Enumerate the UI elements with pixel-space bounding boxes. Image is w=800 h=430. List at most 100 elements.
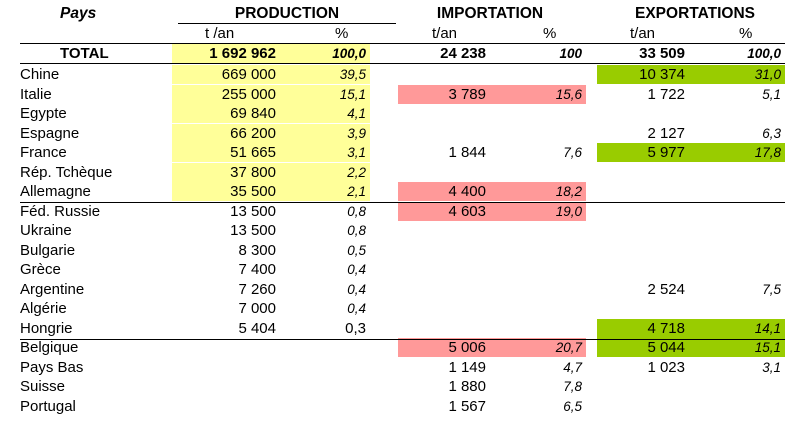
prod-tonnage (172, 338, 280, 357)
total-imp-t: 24 238 (440, 45, 486, 62)
export-tonnage: 10 374 (597, 65, 689, 84)
prod-percent (280, 338, 370, 357)
export-percent: 17,8 (689, 143, 785, 162)
export-tonnage (597, 299, 689, 318)
import-percent (490, 319, 586, 338)
export-percent (689, 241, 785, 260)
export-tonnage: 1 722 (647, 85, 685, 103)
country-name: Pays Bas (20, 358, 84, 376)
import-percent: 18,2 (490, 182, 586, 201)
total-row: TOTAL 1 692 962 100,0 24 238 100 33 509 … (0, 44, 800, 63)
export-tonnage (597, 104, 689, 123)
total-imp-pct: 100 (559, 46, 582, 61)
production-underline (178, 23, 396, 24)
export-percent: 3,1 (762, 359, 781, 375)
import-tonnage: 4 400 (398, 182, 490, 201)
country-name: Ukraine (20, 222, 72, 239)
country-name: Chine (20, 66, 60, 83)
export-tonnage (597, 182, 689, 201)
exp-pct-header: % (739, 25, 753, 42)
prod-percent (280, 397, 370, 416)
total-exp-pct: 100,0 (747, 46, 781, 61)
prod-tonnage: 7 000 (238, 300, 276, 317)
prod-percent: 2,2 (280, 162, 370, 182)
production-header: PRODUCTION (234, 5, 340, 22)
import-percent: 19,0 (490, 201, 586, 221)
table-row: Italie 255 000 15,1 3 789 15,6 1 722 5,1 (0, 84, 800, 104)
prod-tonnage: 13 500 (230, 202, 276, 220)
export-percent: 31,0 (689, 65, 785, 84)
export-percent (689, 221, 785, 240)
country-name: Grèce (20, 261, 61, 278)
export-percent: 15,1 (689, 338, 785, 357)
export-tonnage: 2 127 (647, 124, 685, 142)
prod-tonnage: 8 300 (238, 241, 276, 259)
country-name: Allemagne (20, 183, 91, 200)
prod-percent: 3,9 (280, 123, 370, 143)
import-tonnage: 1 880 (448, 378, 486, 395)
total-separator (20, 63, 785, 64)
import-tonnage (398, 280, 490, 299)
prod-percent: 2,1 (280, 182, 370, 201)
export-tonnage (597, 397, 689, 416)
prod-tonnage: 5 404 (238, 319, 276, 337)
total-label: TOTAL (60, 45, 109, 62)
prod-tonnage: 7 260 (238, 280, 276, 298)
import-tonnage (398, 319, 490, 338)
prod-percent: 0,8 (347, 223, 366, 238)
prod-percent: 0,8 (347, 203, 366, 219)
import-tonnage (398, 241, 490, 260)
import-percent: 20,7 (490, 338, 586, 357)
prod-percent: 0,5 (347, 242, 366, 258)
prod-tonnage: 13 500 (230, 222, 276, 239)
country-name: Argentine (20, 280, 85, 298)
export-percent: 14,1 (689, 318, 785, 338)
prod-tonnage (172, 358, 280, 377)
export-percent: 6,3 (762, 125, 781, 141)
import-tonnage (398, 260, 490, 279)
table-row: Allemagne 35 500 2,1 4 400 18,2 (0, 182, 800, 201)
group-separator-2 (20, 339, 785, 340)
prod-percent: 0,3 (345, 319, 366, 337)
header-row-groups: Pays PRODUCTION IMPORTATION EXPORTATIONS (0, 4, 800, 23)
export-tonnage: 1 023 (647, 358, 685, 376)
import-tonnage (398, 221, 490, 240)
export-percent (689, 202, 785, 221)
table-row: Pays Bas 1 149 4,7 1 023 3,1 (0, 358, 800, 377)
table-row: Belgique 5 006 20,7 5 044 15,1 (0, 338, 800, 357)
country-name: Portugal (20, 397, 76, 415)
prod-percent: 0,4 (347, 262, 366, 277)
country-name: Rép. Tchèque (20, 163, 113, 181)
import-percent (490, 241, 586, 260)
export-tonnage: 5 044 (597, 338, 689, 357)
exp-unit-header: t/an (630, 25, 656, 42)
import-tonnage (398, 104, 490, 123)
import-tonnage (398, 163, 490, 182)
prod-tonnage (172, 397, 280, 416)
header-row-units: t /an % t/an % t/an % (0, 24, 800, 43)
import-tonnage: 4 603 (398, 201, 490, 221)
prod-percent: 3,1 (280, 143, 370, 162)
country-name: Egypte (20, 105, 67, 122)
import-percent (490, 104, 586, 123)
export-tonnage: 2 524 (647, 280, 685, 298)
table-row: Féd. Russie 13 500 0,8 4 603 19,0 (0, 201, 800, 221)
import-percent (490, 221, 586, 240)
import-tonnage (398, 124, 490, 143)
table-row: Algérie 7 000 0,4 (0, 299, 800, 318)
import-tonnage (398, 65, 490, 84)
table-row: Bulgarie 8 300 0,5 (0, 241, 800, 260)
header-separator (20, 43, 785, 44)
total-prod-t: 1 692 962 (172, 44, 280, 63)
export-tonnage (597, 260, 689, 279)
prod-tonnage (172, 377, 280, 396)
country-name: Suisse (20, 378, 66, 395)
country-name: Italie (20, 85, 52, 103)
prod-percent: 0,4 (347, 301, 366, 316)
country-name: Hongrie (20, 319, 73, 337)
prod-percent: 0,4 (347, 281, 366, 297)
export-tonnage: 4 718 (597, 318, 689, 338)
country-name: Algérie (20, 300, 67, 317)
import-tonnage: 3 789 (398, 84, 490, 104)
export-percent: 7,5 (762, 281, 781, 297)
